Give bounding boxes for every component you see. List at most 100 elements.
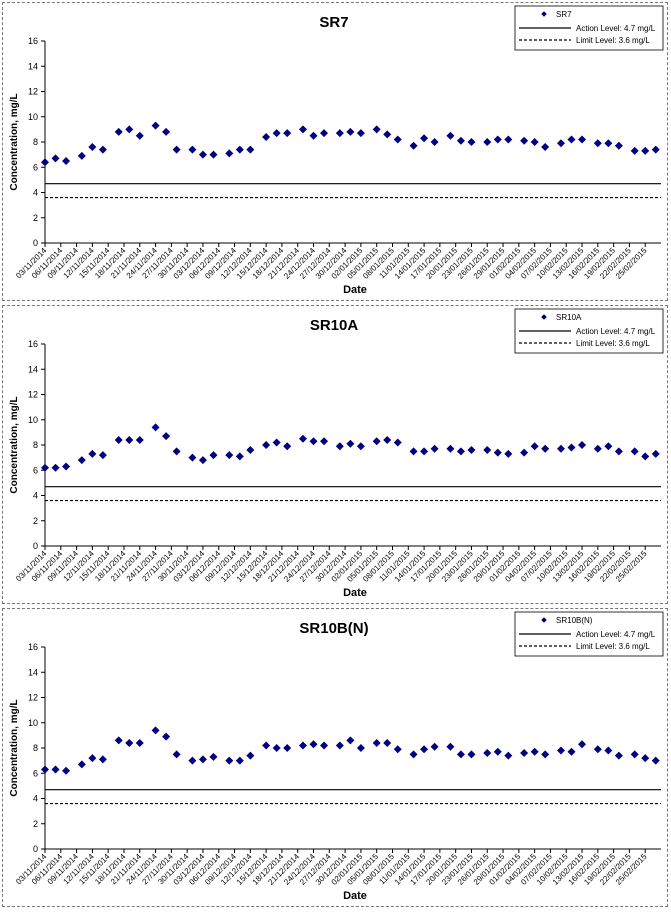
data-point (456, 447, 465, 456)
data-point (604, 746, 613, 755)
data-point (651, 756, 660, 765)
y-tick-label: 0 (33, 541, 38, 551)
data-point (309, 740, 318, 749)
data-point (630, 146, 639, 155)
y-axis-label: Concentration, mg/L (9, 396, 20, 493)
data-point (409, 750, 418, 759)
y-tick-label: 0 (33, 844, 38, 854)
data-point (309, 131, 318, 140)
data-point (198, 150, 207, 159)
data-point (225, 149, 234, 158)
legend: SR7 Action Level: 4.7 mg/L Limit Level: 3.… (514, 5, 664, 51)
legend-label: Limit Level: 3.6 mg/L (576, 642, 650, 651)
data-point (235, 145, 244, 154)
data-point (114, 127, 123, 136)
data-point (246, 446, 255, 455)
data-point (62, 766, 71, 775)
data-point (151, 423, 160, 432)
data-point (541, 750, 550, 759)
data-point (409, 447, 418, 456)
data-point (446, 131, 455, 140)
data-point (520, 448, 529, 457)
data-point (262, 132, 271, 141)
legend-label: SR10B(N) (556, 616, 593, 625)
data-point (298, 125, 307, 134)
data-point (272, 744, 281, 752)
data-point (530, 747, 539, 756)
data-point (446, 444, 455, 453)
data-point (77, 456, 86, 465)
y-tick-label: 10 (28, 112, 38, 122)
legend-marker (541, 314, 547, 320)
data-point (356, 442, 365, 451)
data-point (188, 756, 197, 765)
data-point (309, 437, 318, 446)
data-point (88, 754, 97, 763)
y-tick-label: 10 (28, 415, 38, 425)
data-point (172, 750, 181, 759)
data-point (393, 135, 402, 144)
data-point (198, 456, 207, 465)
data-point (430, 742, 439, 751)
data-point (593, 745, 602, 754)
data-point (125, 738, 134, 747)
data-point (556, 444, 565, 453)
data-point (430, 444, 439, 453)
data-point (125, 125, 134, 134)
y-tick-label: 12 (28, 693, 38, 703)
data-point (530, 442, 539, 451)
data-point (283, 744, 292, 752)
data-point (493, 747, 502, 756)
data-point (225, 756, 234, 765)
data-point (346, 127, 355, 136)
chart-title: SR7 (319, 14, 348, 31)
data-point (151, 121, 160, 130)
x-axis-label: Date (343, 284, 367, 296)
data-point (541, 143, 550, 152)
data-point (135, 435, 144, 444)
data-point (614, 141, 623, 150)
y-tick-label: 6 (33, 768, 38, 778)
data-point (151, 726, 160, 735)
data-point (209, 451, 218, 460)
y-tick-label: 8 (33, 137, 38, 147)
data-point (467, 750, 476, 759)
data-point (51, 765, 60, 774)
y-tick-label: 4 (33, 188, 38, 198)
data-point (530, 138, 539, 146)
data-point (504, 449, 513, 458)
y-tick-label: 6 (33, 162, 38, 172)
legend-label: Limit Level: 3.6 mg/L (576, 36, 650, 45)
y-tick-label: 2 (33, 819, 38, 829)
legend-marker (541, 11, 547, 17)
data-point (578, 740, 587, 749)
data-point (630, 750, 639, 759)
data-point (51, 154, 60, 163)
data-point (262, 741, 271, 750)
data-point (62, 462, 71, 471)
data-point (135, 738, 144, 747)
y-tick-label: 4 (33, 794, 38, 804)
data-point (188, 453, 197, 462)
data-point (172, 447, 181, 456)
chart-svg-sr10b-n: SR10B(N)024681012141603/11/201406/11/201… (9, 611, 664, 902)
y-tick-label: 16 (28, 339, 38, 349)
data-point (630, 447, 639, 456)
data-point (346, 736, 355, 745)
data-point (162, 127, 171, 136)
y-tick-label: 12 (28, 390, 38, 400)
legend-label: SR10A (556, 313, 582, 322)
data-point (209, 752, 218, 761)
y-tick-label: 10 (28, 718, 38, 728)
data-point (641, 754, 650, 763)
data-point (62, 156, 71, 165)
y-tick-label: 16 (28, 36, 38, 46)
data-point (114, 736, 123, 745)
x-axis-label: Date (343, 587, 367, 599)
y-tick-label: 2 (33, 516, 38, 526)
y-tick-label: 4 (33, 491, 38, 501)
data-point (320, 129, 329, 138)
data-point (372, 738, 381, 747)
y-tick-label: 14 (28, 61, 38, 71)
data-point (51, 463, 60, 472)
